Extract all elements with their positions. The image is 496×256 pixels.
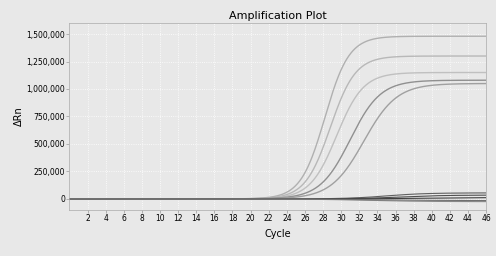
Title: Amplification Plot: Amplification Plot [229,11,327,21]
Y-axis label: ΔRn: ΔRn [14,106,24,126]
X-axis label: Cycle: Cycle [264,229,291,239]
